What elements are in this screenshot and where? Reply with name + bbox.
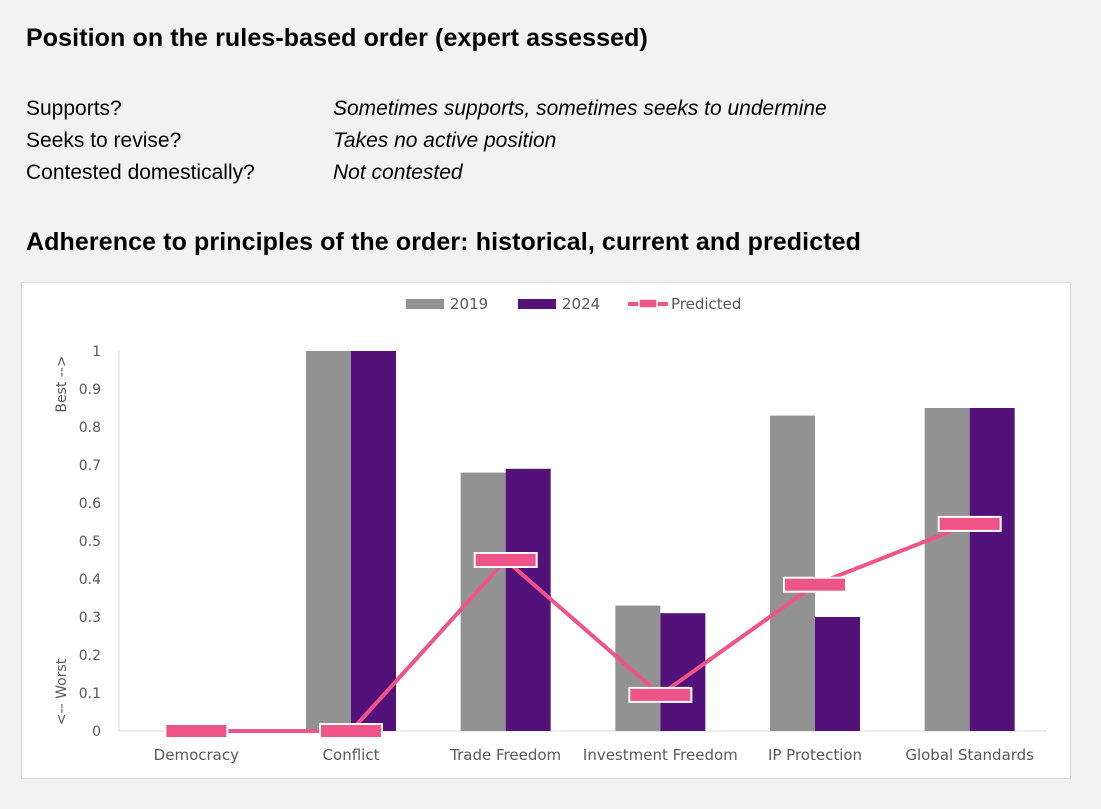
bar-2019 <box>615 605 661 731</box>
y-tick-label: 0.5 <box>79 534 101 550</box>
y-tick-label: 0.3 <box>79 610 101 626</box>
predicted-marker <box>319 723 383 739</box>
predicted-marker <box>783 576 847 593</box>
y-tick-label: 0.6 <box>79 496 101 512</box>
bar-2024 <box>660 613 706 731</box>
position-label: Contested domestically? <box>26 161 255 184</box>
x-tick-label: Democracy <box>154 746 239 764</box>
position-value: Sometimes supports, sometimes seeks to u… <box>333 97 827 120</box>
bar-2024 <box>815 617 860 731</box>
legend-marker-predicted <box>638 298 658 309</box>
x-tick-label: IP Protection <box>768 746 862 764</box>
y-axis-label-best: Best --> <box>54 355 70 412</box>
legend-label-2024: 2024 <box>562 295 600 313</box>
y-axis-label-worst: <-- Worst <box>54 658 70 725</box>
x-tick-label: Conflict <box>323 746 380 764</box>
y-tick-label: 0.8 <box>79 420 101 436</box>
position-value: Takes no active position <box>333 129 557 152</box>
y-tick-label: 0.9 <box>79 382 101 398</box>
y-tick-label: 1 <box>92 344 101 360</box>
bar-2024 <box>969 408 1015 731</box>
position-label: Supports? <box>26 97 122 120</box>
y-tick-label: 0.7 <box>79 458 101 474</box>
chart-container: 0 0.1 0.2 0.3 0.4 0.5 0.6 0.7 0.8 0.9 1 Best --> <--… <box>21 282 1071 779</box>
adherence-chart: 0 0.1 0.2 0.3 0.4 0.5 0.6 0.7 0.8 0.9 1 Best --> <--… <box>54 295 1047 764</box>
bar-2024 <box>351 351 396 731</box>
predicted-marker <box>473 552 538 568</box>
position-value: Not contested <box>333 161 463 184</box>
predicted-marker <box>164 723 229 739</box>
y-tick-label: 0.1 <box>79 686 101 702</box>
legend-label-2019: 2019 <box>450 295 488 313</box>
bar-2019 <box>770 415 815 731</box>
bar-2024 <box>505 468 551 731</box>
predicted-marker <box>937 515 1002 532</box>
x-tick-label: Investment Freedom <box>583 746 738 764</box>
legend-swatch-2024 <box>518 299 556 309</box>
legend-swatch-2019 <box>406 299 444 309</box>
section-title-adherence: Adherence to principles of the order: hi… <box>26 228 862 256</box>
bar-2019 <box>924 408 970 731</box>
x-tick-label: Global Standards <box>905 746 1034 764</box>
position-label: Seeks to revise? <box>26 129 182 152</box>
x-tick-label: Trade Freedom <box>449 746 561 764</box>
legend-label-predicted: Predicted <box>671 295 741 313</box>
predicted-marker <box>628 686 693 703</box>
y-tick-label: 0.2 <box>79 648 101 664</box>
y-tick-label: 0.4 <box>79 572 101 588</box>
bar-2019 <box>306 351 351 731</box>
y-tick-label: 0 <box>92 724 101 740</box>
section-title-position: Position on the rules-based order (exper… <box>26 24 648 52</box>
